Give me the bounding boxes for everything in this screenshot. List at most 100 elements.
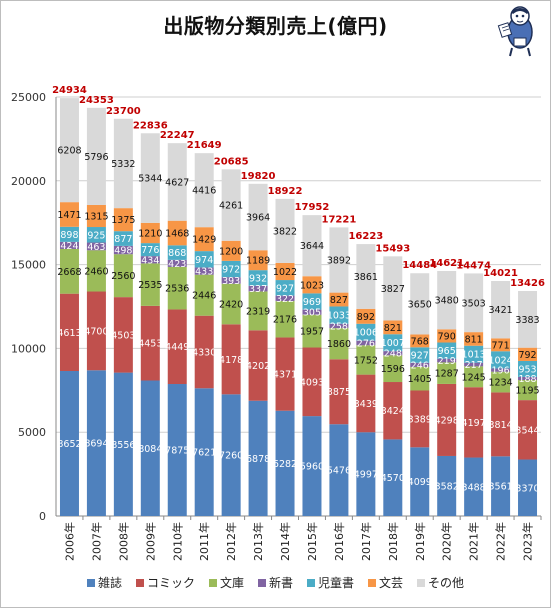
data-label: 434 (141, 255, 159, 266)
data-label: 3424 (381, 406, 405, 417)
bar-segment (410, 390, 430, 448)
bar-segment (221, 394, 241, 516)
data-label: 1013 (462, 350, 486, 361)
bar-segment (518, 400, 538, 460)
data-label: 4449 (165, 342, 189, 353)
bar-segment (275, 280, 295, 296)
bar-segment (491, 281, 511, 339)
total-label: 17221 (322, 214, 357, 225)
bar-segment (302, 314, 322, 348)
bar-segment (410, 366, 430, 391)
x-tick-label: 2009年 (143, 522, 157, 561)
bar-segment (410, 362, 430, 367)
total-label: 23700 (106, 106, 141, 117)
bar-segment (356, 345, 376, 375)
data-label: 4099 (408, 477, 432, 488)
bar-segment (167, 259, 187, 267)
bar-segment (437, 358, 457, 363)
bar-segment (356, 244, 376, 309)
data-label: 217 (465, 360, 483, 371)
bar-segment (194, 227, 214, 252)
data-label: 2446 (192, 291, 216, 302)
data-label: 1245 (462, 372, 486, 383)
bar-segment (518, 290, 538, 348)
data-label: 3389 (408, 414, 432, 425)
bar-segment (302, 293, 322, 310)
bar-segment (275, 410, 295, 516)
data-label: 4093 (300, 377, 324, 388)
bar-segment (221, 240, 241, 261)
bar-segment (167, 266, 187, 310)
data-label: 3964 (246, 213, 270, 224)
data-label: 1468 (165, 229, 189, 240)
bar-segment (194, 388, 214, 516)
data-label: 2176 (273, 315, 297, 326)
data-label: 953 (518, 364, 536, 375)
bar-segment (140, 263, 160, 306)
bar-segment (248, 285, 268, 292)
data-label: 305 (303, 308, 321, 319)
x-tick-label: 2019年 (413, 522, 427, 561)
bar-segment (194, 315, 214, 389)
bar-segment (383, 355, 403, 383)
data-label: 1022 (273, 267, 297, 278)
total-label: 20685 (214, 156, 249, 167)
y-tick-label: 20000 (11, 175, 46, 188)
data-label: 1405 (408, 374, 432, 385)
data-label: 2460 (84, 266, 108, 277)
x-tick-label: 2015年 (305, 522, 319, 561)
legend-item: 文芸 (368, 574, 403, 591)
data-label: 4416 (192, 186, 216, 197)
data-label: 4997 (354, 470, 378, 481)
data-label: 7875 (165, 446, 189, 457)
data-label: 898 (60, 230, 78, 241)
data-label: 5344 (138, 174, 162, 185)
bar-segment (491, 338, 511, 352)
total-label: 14484 (402, 260, 437, 271)
data-label: 1287 (435, 369, 459, 380)
bar-segment (275, 300, 295, 338)
total-label: 21649 (187, 140, 222, 151)
bar-segment (221, 277, 241, 284)
total-label: 19820 (241, 171, 276, 182)
bar-segment (194, 267, 214, 275)
data-label: 322 (276, 294, 294, 305)
data-label: 5476 (327, 466, 351, 477)
mascot-illustration (497, 6, 533, 57)
bar-segment (86, 204, 106, 228)
bar-segment (59, 202, 79, 227)
data-label: 3370 (515, 483, 539, 494)
data-label: 248 (384, 349, 402, 360)
data-label: 1315 (84, 212, 108, 223)
data-label: 1023 (300, 280, 324, 291)
x-tick-label: 2018年 (386, 522, 400, 561)
data-label: 188 (518, 374, 536, 385)
bar-segment (302, 276, 322, 294)
legend-item: コミック (135, 574, 195, 591)
bar-segment (221, 324, 241, 395)
total-label: 13426 (510, 278, 545, 289)
bar-segment (167, 309, 187, 385)
legend-item: 文庫 (208, 574, 244, 591)
data-label: 196 (492, 366, 510, 377)
bar-segment (356, 374, 376, 433)
bar-segment (491, 371, 511, 393)
data-label: 3480 (435, 296, 459, 307)
bar-segment (86, 291, 106, 371)
bar-segment (140, 380, 160, 516)
bar-segment (518, 376, 538, 381)
bar-segment (518, 347, 538, 361)
data-label: 5332 (111, 159, 135, 170)
bar-segment (329, 323, 349, 329)
bar-segment (113, 231, 133, 246)
data-label: 2535 (138, 280, 162, 291)
bar-segment (518, 380, 538, 401)
data-label: 246 (411, 360, 429, 371)
bar-segment (383, 320, 403, 335)
bar-segment (383, 382, 403, 440)
data-label: 3892 (327, 255, 351, 266)
bar-segment (113, 118, 133, 209)
bar-segment (167, 143, 187, 221)
bar-segment (248, 270, 268, 286)
data-label: 3439 (354, 399, 378, 410)
